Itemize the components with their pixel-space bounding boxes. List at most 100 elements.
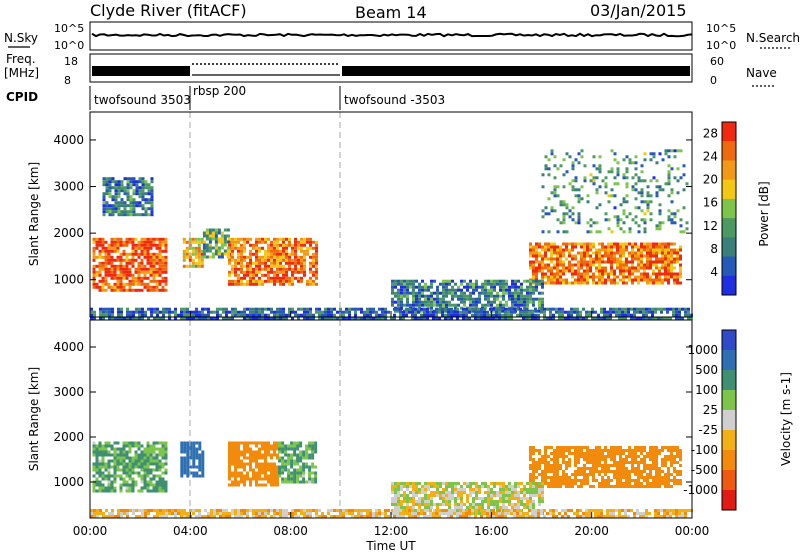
echo-cell bbox=[174, 313, 177, 317]
echo-cell bbox=[459, 310, 462, 314]
echo-cell bbox=[135, 204, 139, 208]
echo-cell bbox=[634, 173, 638, 177]
echo-cell bbox=[532, 479, 535, 482]
echo-cell bbox=[598, 275, 601, 279]
echo-cell bbox=[128, 444, 132, 448]
power-colorbar-segment bbox=[722, 237, 736, 258]
echo-cell bbox=[514, 497, 517, 500]
echo-cell bbox=[406, 300, 409, 304]
echo-cell bbox=[252, 456, 255, 460]
echo-cell bbox=[278, 450, 282, 454]
echo-cell bbox=[296, 441, 300, 445]
echo-cell bbox=[475, 497, 478, 500]
echo-cell bbox=[211, 228, 215, 232]
echo-cell bbox=[465, 307, 468, 311]
echo-cell bbox=[621, 313, 624, 317]
echo-cell bbox=[574, 272, 577, 276]
echo-cell bbox=[559, 260, 562, 264]
echo-cell bbox=[592, 263, 595, 267]
echo-cell bbox=[442, 494, 445, 497]
echo-cell bbox=[149, 459, 153, 463]
echo-cell bbox=[490, 282, 493, 286]
echo-cell bbox=[477, 310, 480, 314]
echo-cell bbox=[678, 313, 681, 317]
echo-cell bbox=[116, 462, 120, 466]
echo-cell bbox=[652, 269, 655, 273]
echo-cell bbox=[586, 221, 590, 225]
echo-cell bbox=[237, 512, 240, 515]
echo-cell bbox=[264, 515, 267, 518]
echo-cell bbox=[195, 515, 198, 518]
echo-cell bbox=[472, 506, 475, 509]
echo-cell bbox=[598, 485, 601, 488]
echo-cell bbox=[687, 307, 690, 311]
echo-cell bbox=[397, 482, 400, 485]
echo-cell bbox=[601, 257, 604, 261]
echo-cell bbox=[243, 480, 246, 484]
echo-cell bbox=[430, 300, 433, 304]
echo-cell bbox=[652, 251, 655, 255]
echo-cell bbox=[505, 282, 508, 286]
echo-cell bbox=[586, 476, 589, 479]
echo-cell bbox=[664, 446, 667, 449]
echo-cell bbox=[427, 503, 430, 506]
echo-cell bbox=[493, 297, 496, 301]
echo-cell bbox=[589, 467, 592, 470]
echo-cell bbox=[110, 459, 114, 463]
echo-cell bbox=[180, 468, 184, 472]
echo-cell bbox=[577, 266, 580, 270]
echo-cell bbox=[285, 512, 288, 515]
echo-cell bbox=[439, 485, 442, 488]
echo-cell bbox=[249, 316, 252, 320]
echo-cell bbox=[538, 306, 541, 310]
echo-cell bbox=[321, 512, 324, 515]
echo-cell bbox=[613, 242, 616, 246]
echo-cell bbox=[107, 453, 111, 457]
echo-cell bbox=[493, 491, 496, 494]
echo-cell bbox=[451, 497, 454, 500]
echo-cell bbox=[261, 255, 264, 259]
echo-cell bbox=[293, 474, 297, 478]
echo-cell bbox=[339, 316, 342, 320]
echo-cell bbox=[568, 263, 571, 267]
echo-cell bbox=[162, 307, 165, 311]
echo-cell bbox=[481, 303, 484, 307]
echo-cell bbox=[645, 310, 648, 314]
echo-cell bbox=[143, 474, 147, 478]
echo-cell bbox=[183, 465, 187, 469]
echo-cell bbox=[150, 313, 153, 317]
echo-cell bbox=[655, 485, 658, 488]
echo-cell bbox=[156, 509, 159, 512]
echo-cell bbox=[285, 237, 288, 241]
echo-cell bbox=[140, 243, 144, 247]
echo-cell bbox=[538, 488, 541, 491]
echo-cell bbox=[234, 465, 237, 469]
echo-cell bbox=[631, 470, 634, 473]
echo-cell bbox=[511, 503, 514, 506]
echo-cell bbox=[122, 453, 126, 457]
echo-cell bbox=[192, 474, 196, 478]
echo-cell bbox=[261, 441, 264, 445]
echo-cell bbox=[625, 269, 628, 273]
echo-cell bbox=[643, 470, 646, 473]
echo-cell bbox=[514, 291, 517, 295]
echo-cell bbox=[583, 269, 586, 273]
echo-cell bbox=[198, 310, 201, 314]
echo-cell bbox=[152, 474, 156, 478]
echo-cell bbox=[418, 285, 421, 289]
echo-cell bbox=[526, 500, 529, 503]
echo-cell bbox=[541, 173, 545, 177]
echo-cell bbox=[541, 491, 544, 494]
echo-cell bbox=[152, 486, 156, 490]
echo-cell bbox=[287, 462, 291, 466]
echo-cell bbox=[442, 297, 445, 301]
echo-cell bbox=[258, 313, 261, 317]
echo-cell bbox=[258, 512, 261, 515]
echo-cell bbox=[131, 480, 135, 484]
echo-cell bbox=[351, 512, 354, 515]
echo-cell bbox=[559, 485, 562, 488]
echo-cell bbox=[616, 470, 619, 473]
echo-cell bbox=[651, 310, 654, 314]
echo-cell bbox=[201, 459, 205, 463]
